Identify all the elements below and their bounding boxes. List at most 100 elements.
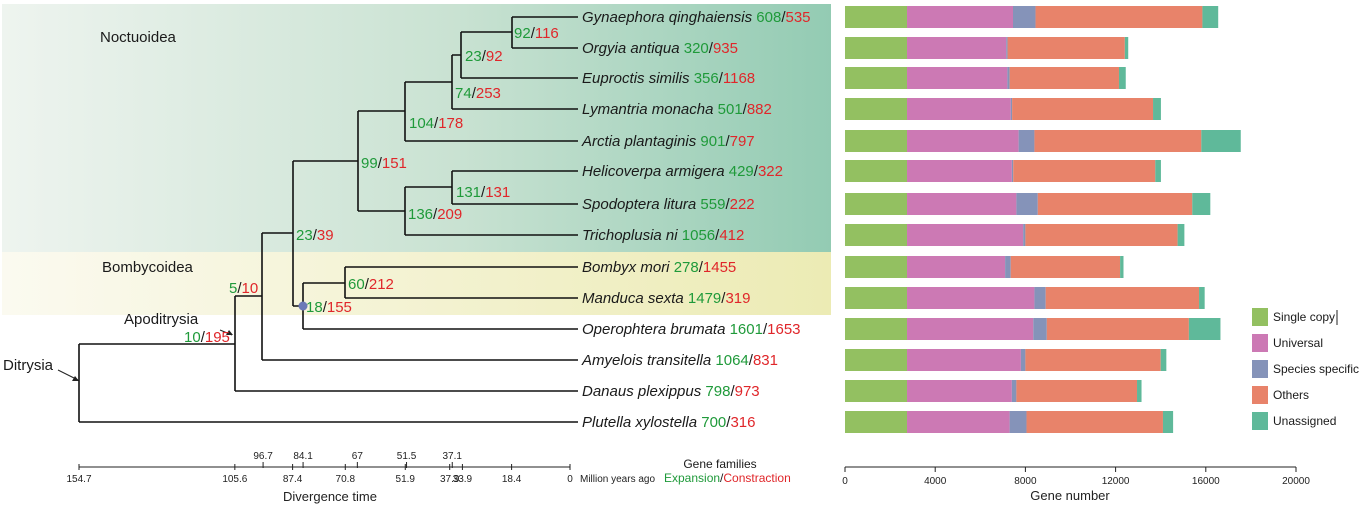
contraction-count: 212 bbox=[369, 276, 394, 293]
bar-segment-unassigned bbox=[1199, 287, 1205, 309]
bar-segment-universal bbox=[907, 349, 1021, 371]
gene-tick-label: 12000 bbox=[1102, 476, 1130, 487]
bar-segment-species-specific bbox=[1033, 318, 1047, 340]
contraction-count: 797 bbox=[730, 133, 755, 150]
time-tick-label: 70.8 bbox=[336, 474, 356, 485]
bar-segment-species-specific bbox=[1018, 130, 1035, 152]
bar-segment-universal bbox=[907, 6, 1013, 28]
species-name: Operophtera brumata bbox=[582, 321, 730, 338]
expansion-count: 320 bbox=[684, 40, 709, 57]
gene-tick-label: 8000 bbox=[1014, 476, 1037, 487]
bar-segment-species-specific bbox=[1009, 411, 1027, 433]
expansion-count: 92 bbox=[514, 25, 531, 42]
contraction-count: 1455 bbox=[703, 259, 736, 276]
time-tick-label: 87.4 bbox=[283, 474, 303, 485]
node-count-bombycoidea: 60/212 bbox=[348, 276, 394, 293]
gene-axis: 0 4000 8000 12000 16000 20000 Gene number bbox=[842, 466, 1310, 503]
gene-axis-label: Gene number bbox=[1030, 488, 1110, 503]
bar-segment-unassigned bbox=[1177, 224, 1185, 246]
bar-segment-unassigned bbox=[1153, 98, 1161, 120]
contraction-count: 209 bbox=[437, 206, 462, 223]
contraction-count: 882 bbox=[747, 101, 772, 118]
expansion-key: Expansion bbox=[664, 471, 720, 485]
species-name: Arctia plantaginis bbox=[581, 133, 700, 150]
bar-legend: Single copy Universal Species specific Othe… bbox=[1252, 308, 1359, 430]
expansion-count: 559 bbox=[700, 196, 725, 213]
expansion-count: 10 bbox=[184, 329, 201, 346]
bar-segment-species-specific bbox=[1006, 37, 1008, 59]
bar-segment-others bbox=[1025, 349, 1161, 371]
node-count-gyn-eup: 23/92 bbox=[465, 48, 503, 65]
expansion-count: 1064 bbox=[715, 352, 748, 369]
separator: / bbox=[725, 133, 730, 150]
time-upper-tick-label: 84.1 bbox=[293, 451, 313, 462]
bar-segment-universal bbox=[907, 411, 1010, 433]
contraction-count: 831 bbox=[753, 352, 778, 369]
separator: / bbox=[721, 290, 726, 307]
bar-segment-universal bbox=[907, 67, 1008, 89]
contraction-count: 10 bbox=[242, 280, 259, 297]
bar-segment-single-copy bbox=[845, 130, 908, 152]
time-tick-label: 33.9 bbox=[453, 474, 473, 485]
species-tip-label: Euproctis similis 356/1168 bbox=[582, 70, 755, 87]
bar-segment-species-specific bbox=[1011, 380, 1017, 402]
ditrysia-pointer-head bbox=[72, 376, 79, 381]
bar-segment-others bbox=[1007, 37, 1125, 59]
bar-segment-single-copy bbox=[845, 318, 908, 340]
gene-tick-label: 20000 bbox=[1282, 476, 1310, 487]
bar-segment-single-copy bbox=[845, 287, 908, 309]
separator: / bbox=[201, 329, 206, 346]
bar-segment-universal bbox=[907, 130, 1019, 152]
species-tip-label: Operophtera brumata 1601/1653 bbox=[582, 321, 801, 338]
bar-segment-species-specific bbox=[1010, 98, 1013, 120]
species-tip-label: Helicoverpa armigera 429/322 bbox=[582, 163, 783, 180]
bombycoidea-shading bbox=[2, 252, 831, 315]
time-upper-tick-label: 67 bbox=[352, 451, 364, 462]
bar-segment-others bbox=[1046, 318, 1189, 340]
bar-segment-single-copy bbox=[845, 411, 908, 433]
contraction-count: 39 bbox=[317, 227, 334, 244]
expansion-count: 99 bbox=[361, 155, 378, 172]
bar-segment-universal bbox=[907, 224, 1024, 246]
species-name: Gynaephora qinghaiensis bbox=[582, 9, 756, 26]
bar-segment-single-copy bbox=[845, 98, 908, 120]
species-tip-label: Lymantria monacha 501/882 bbox=[582, 101, 772, 118]
bar-segment-universal bbox=[907, 287, 1035, 309]
expansion-count: 136 bbox=[408, 206, 433, 223]
calibration-node-dot bbox=[298, 301, 308, 311]
species-name: Danaus plexippus bbox=[582, 383, 705, 400]
legend-swatch bbox=[1252, 360, 1268, 378]
bar-segment-single-copy bbox=[845, 224, 908, 246]
node-count-noctuidae: 136/209 bbox=[408, 206, 462, 223]
expansion-count: 1056 bbox=[682, 227, 715, 244]
bar-segment-others bbox=[1034, 130, 1202, 152]
time-tick-label: 0 bbox=[567, 474, 573, 485]
expansion-count: 608 bbox=[756, 9, 781, 26]
bar-segment-unassigned bbox=[1124, 37, 1129, 59]
separator: / bbox=[472, 85, 477, 102]
bar-segment-single-copy bbox=[845, 37, 908, 59]
species-tip-label: Danaus plexippus 798/973 bbox=[582, 383, 760, 400]
species-tip-label: Plutella xylostella 700/316 bbox=[582, 414, 755, 431]
bar-segment-unassigned bbox=[1118, 67, 1126, 89]
bar-segment-others bbox=[1037, 193, 1193, 215]
expansion-count: 5 bbox=[229, 280, 237, 297]
separator: / bbox=[726, 414, 731, 431]
bar-segment-single-copy bbox=[845, 256, 908, 278]
separator: / bbox=[730, 383, 735, 400]
node-count-obtectomera: 23/39 bbox=[296, 227, 334, 244]
expansion-count: 18 bbox=[306, 299, 323, 316]
separator: / bbox=[482, 48, 487, 65]
species-tip-label: Orgyia antiqua 320/935 bbox=[582, 40, 738, 57]
separator: / bbox=[754, 163, 759, 180]
bar-segment-species-specific bbox=[1020, 349, 1026, 371]
separator: / bbox=[781, 9, 786, 26]
apoditrysia-pointer-head bbox=[226, 330, 233, 335]
bar-segment-unassigned bbox=[1120, 256, 1124, 278]
key-separator: / bbox=[720, 471, 724, 485]
species-name: Bombyx mori bbox=[582, 259, 674, 276]
species-tip-label: Gynaephora qinghaiensis 608/535 bbox=[582, 9, 811, 26]
species-name: Plutella xylostella bbox=[582, 414, 701, 431]
contraction-count: 253 bbox=[476, 85, 501, 102]
ditrysia-label: Ditrysia bbox=[3, 357, 54, 374]
